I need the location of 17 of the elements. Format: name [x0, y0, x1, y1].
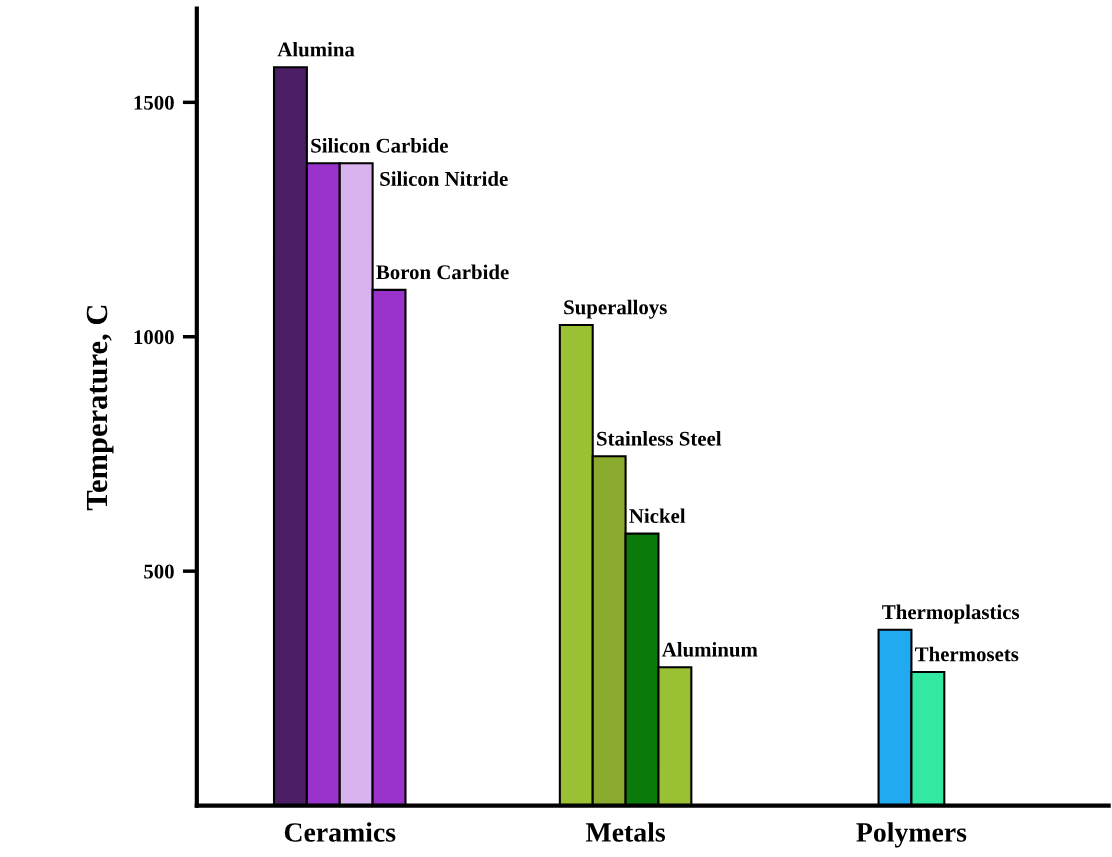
y-axis-title: Temperature, C [86, 305, 114, 511]
series-label: Silicon Carbide [311, 138, 448, 153]
series-label: Aluminum [661, 642, 758, 657]
series-label: Thermoplastics [882, 604, 1020, 624]
y-tick-label: 1000 [134, 330, 174, 345]
x-tick-label: Polymers [856, 822, 967, 848]
series-label: Nickel [629, 508, 686, 524]
series-label: Superalloys [564, 299, 667, 319]
y-tick-label: 500 [144, 564, 174, 579]
series-label: Silicon Nitride [380, 171, 508, 186]
x-tick-label: Metals [585, 822, 666, 842]
series-label: Alumina [277, 41, 355, 57]
series-label: Stainless Steel [597, 431, 722, 446]
series-label: Boron Carbide [376, 264, 509, 280]
y-tick-label: 1500 [134, 95, 174, 110]
series-label: Thermosets [915, 646, 1019, 662]
x-tick-label: Ceramics [284, 822, 396, 842]
